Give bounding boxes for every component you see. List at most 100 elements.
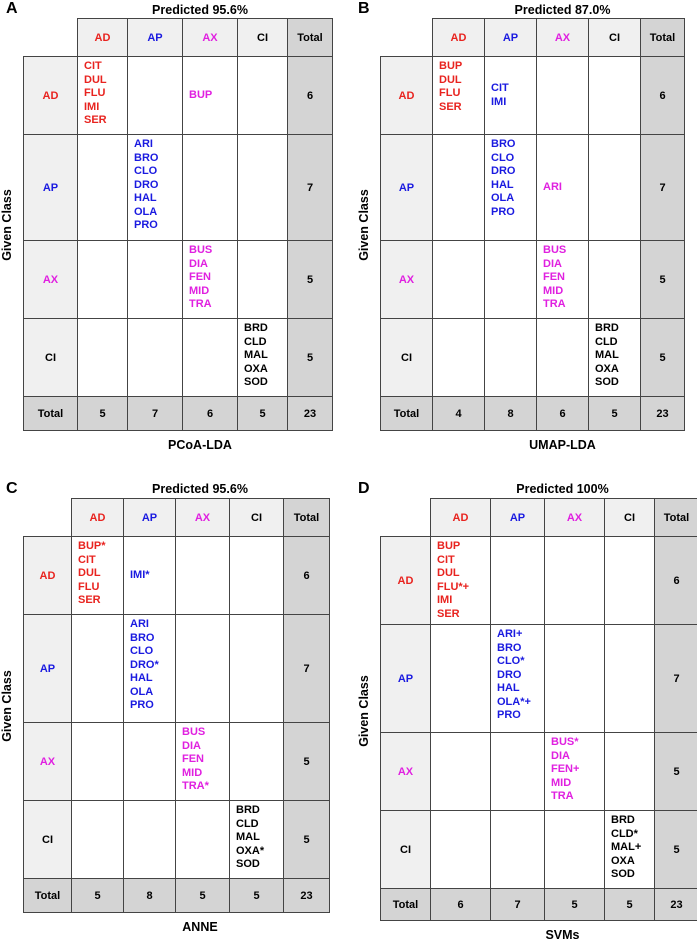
drug-label: MID xyxy=(551,777,604,791)
method-label: PCoA-LDA xyxy=(75,438,325,452)
panel-title: Predicted 95.6% xyxy=(75,482,325,496)
drug-label: OXA xyxy=(611,855,654,869)
matrix-cell xyxy=(128,319,183,397)
column-header-ax: AX xyxy=(176,499,230,537)
matrix-cell xyxy=(230,615,284,723)
matrix-cell: IMI* xyxy=(124,537,176,615)
drug-label: DUL xyxy=(437,567,490,581)
drug-label: DIA xyxy=(189,258,237,272)
column-header-ci: CI xyxy=(605,499,655,537)
drug-label: BRD xyxy=(611,814,654,828)
drug-label: SOD xyxy=(595,376,640,390)
drug-label: FLU xyxy=(439,87,484,101)
row-total: 7 xyxy=(284,615,330,723)
column-total: 5 xyxy=(72,879,124,913)
column-header-ap: AP xyxy=(485,19,537,57)
matrix-cell xyxy=(537,319,589,397)
matrix-cell xyxy=(545,537,605,625)
column-total: 23 xyxy=(288,397,333,431)
column-total: 5 xyxy=(230,879,284,913)
matrix-cell xyxy=(537,57,589,135)
row-header-ad: AD xyxy=(24,537,72,615)
drug-label: BRD xyxy=(595,322,640,336)
matrix-cell xyxy=(605,537,655,625)
drug-label: HAL xyxy=(497,682,544,696)
drug-label: MID xyxy=(543,285,588,299)
drug-label: DRO xyxy=(491,165,536,179)
drug-label: SOD xyxy=(236,858,283,872)
column-total: 23 xyxy=(284,879,330,913)
panel-letter: C xyxy=(6,480,18,498)
column-total: 8 xyxy=(485,397,537,431)
column-total: 5 xyxy=(589,397,641,431)
matrix-cell xyxy=(78,319,128,397)
matrix-cell xyxy=(183,135,238,241)
matrix-cell xyxy=(431,733,491,811)
row-header-ad: AD xyxy=(24,57,78,135)
row-header-ap: AP xyxy=(24,135,78,241)
matrix-cell xyxy=(183,319,238,397)
column-header-ap: AP xyxy=(124,499,176,537)
column-total: 6 xyxy=(183,397,238,431)
matrix-cell xyxy=(589,135,641,241)
column-total: 23 xyxy=(641,397,685,431)
matrix-cell xyxy=(431,625,491,733)
row-total: 7 xyxy=(655,625,697,733)
row-header-ax: AX xyxy=(381,241,433,319)
panel-letter: B xyxy=(358,0,370,18)
matrix-cell xyxy=(431,811,491,889)
drug-label: CLO xyxy=(491,152,536,166)
drug-label: BUS xyxy=(543,244,588,258)
corner-cell xyxy=(24,19,78,57)
drug-label: SOD xyxy=(611,868,654,882)
drug-label: ARI xyxy=(543,181,588,195)
column-total: 6 xyxy=(537,397,589,431)
column-total: 4 xyxy=(433,397,485,431)
drug-label: BRO xyxy=(497,642,544,656)
panel-letter: A xyxy=(6,0,18,18)
drug-label: BRO xyxy=(130,632,175,646)
drug-label: OXA* xyxy=(236,845,283,859)
drug-label: SER xyxy=(437,608,490,622)
drug-label: MAL+ xyxy=(611,841,654,855)
drug-label: BRO xyxy=(134,152,182,166)
drug-label: CIT xyxy=(78,554,123,568)
matrix-cell xyxy=(605,733,655,811)
column-total: 5 xyxy=(605,889,655,921)
matrix-cell xyxy=(491,811,545,889)
row-total: 5 xyxy=(284,723,330,801)
row-header-ad: AD xyxy=(381,537,431,625)
matrix-cell: ARI xyxy=(537,135,589,241)
row-header-ad: AD xyxy=(381,57,433,135)
row-total: 6 xyxy=(284,537,330,615)
drug-label: MAL xyxy=(595,349,640,363)
matrix-cell xyxy=(124,723,176,801)
drug-label: BRO xyxy=(491,138,536,152)
matrix-cell xyxy=(545,811,605,889)
row-header-total: Total xyxy=(24,397,78,431)
row-header-ci: CI xyxy=(24,801,72,879)
column-header-ax: AX xyxy=(545,499,605,537)
matrix-cell xyxy=(545,625,605,733)
drug-label: IMI xyxy=(491,96,536,110)
row-header-ci: CI xyxy=(381,319,433,397)
drug-label: DUL xyxy=(439,74,484,88)
y-axis-label: Given Class xyxy=(0,656,14,756)
column-total: 7 xyxy=(128,397,183,431)
drug-label: PRO xyxy=(491,206,536,220)
column-header-ax: AX xyxy=(537,19,589,57)
drug-label: ARI+ xyxy=(497,628,544,642)
drug-label: DUL xyxy=(84,74,127,88)
row-total: 5 xyxy=(288,241,333,319)
row-header-ap: AP xyxy=(381,135,433,241)
drug-label: OXA xyxy=(244,363,287,377)
